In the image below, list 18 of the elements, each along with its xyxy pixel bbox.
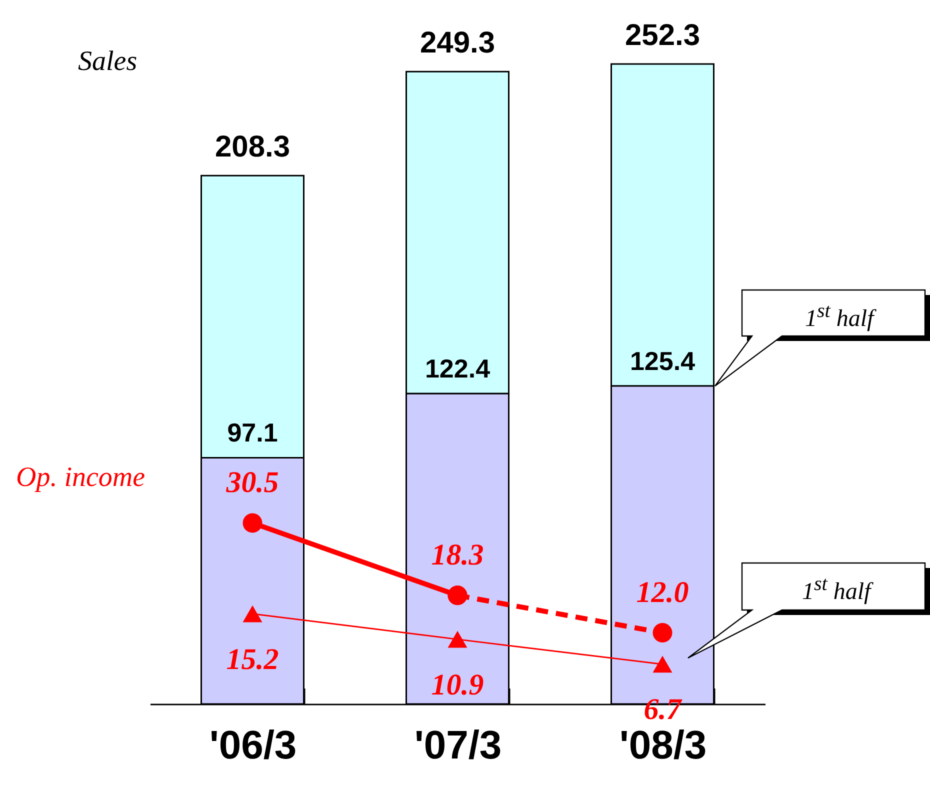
data-label: 10.9 xyxy=(431,668,484,702)
data-label: 12.0 xyxy=(636,576,689,609)
total-label: 249.3 xyxy=(420,26,496,60)
total-label: 208.3 xyxy=(214,130,290,164)
data-label: 125.4 xyxy=(630,346,696,376)
text: Sales xyxy=(78,46,138,78)
data-label: 18.3 xyxy=(431,538,484,572)
x-tick-label: '06/3 xyxy=(209,724,297,768)
data-label: 97.1 xyxy=(227,418,278,448)
text: 1$^{st}$ half xyxy=(802,573,871,606)
x-tick-label: '07/3 xyxy=(414,724,502,768)
data-label: 122.4 xyxy=(424,354,491,384)
total-label: 252.3 xyxy=(624,19,700,52)
x-tick-label: '08/3 xyxy=(619,724,707,768)
data-label: 15.2 xyxy=(226,642,279,676)
data-label: 30.5 xyxy=(225,466,279,499)
text: Op. income xyxy=(16,462,146,494)
text: 1$^{st}$ half xyxy=(805,300,874,333)
